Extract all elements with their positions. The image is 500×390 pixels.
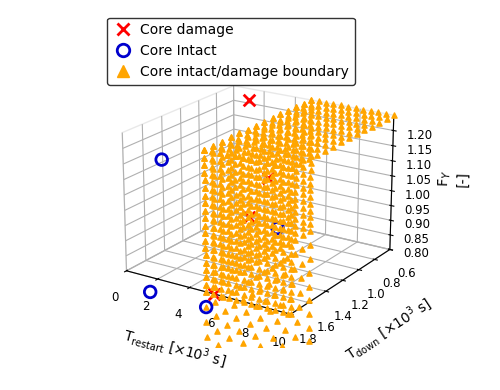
Legend: Core damage, Core Intact, Core intact/damage boundary: Core damage, Core Intact, Core intact/da… xyxy=(107,18,355,85)
X-axis label: T$_{\mathrm{restart}}$ [×10$^3$ s]: T$_{\mathrm{restart}}$ [×10$^3$ s] xyxy=(121,326,228,372)
Y-axis label: T$_{\mathrm{down}}$ [×10$^3$ s]: T$_{\mathrm{down}}$ [×10$^3$ s] xyxy=(342,294,436,365)
